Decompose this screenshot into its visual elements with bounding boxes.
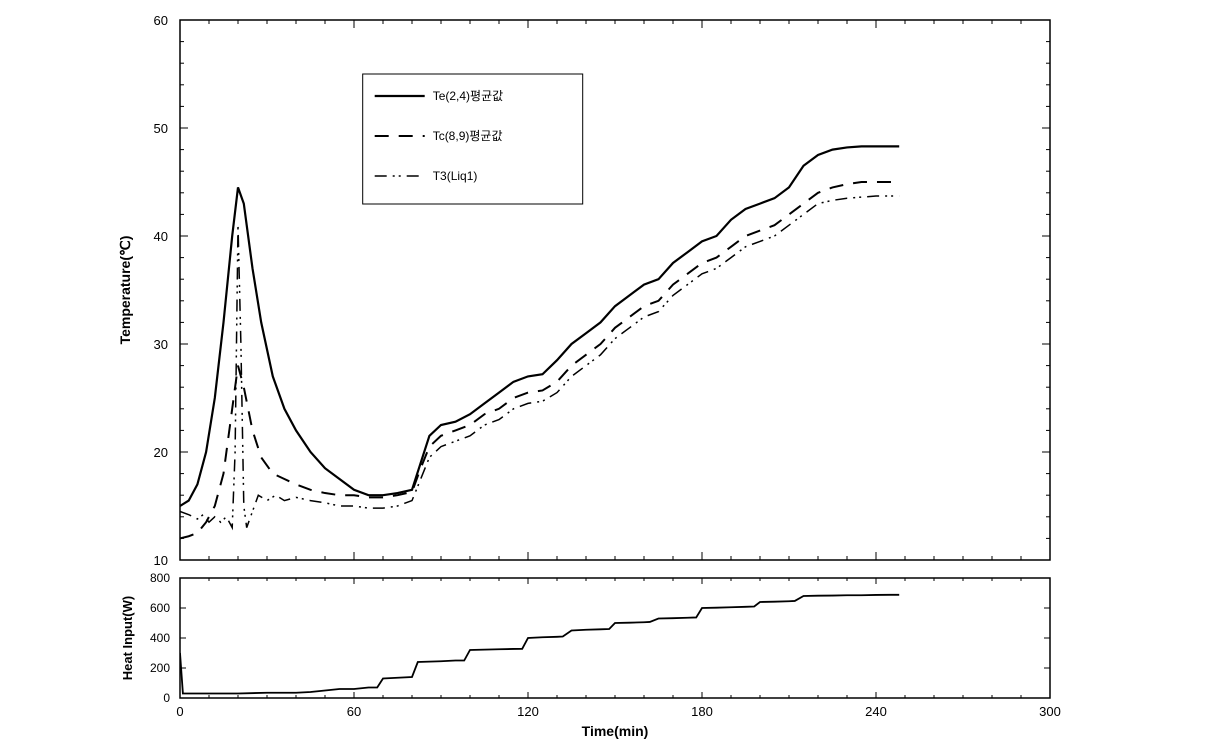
series-line-bot-0 [180, 595, 899, 694]
top-chart-border [180, 20, 1050, 560]
legend-label: Te(2,4)평균값 [433, 89, 503, 103]
ytick-bot: 0 [163, 691, 170, 705]
chart-container: 10 20 30 40 50 60 Temperature(℃) Te(2,4)평균값 Tc(8… [0, 0, 1221, 745]
legend-label: T3(Liq1) [433, 169, 478, 183]
ylabel-top: Temperature(℃) [117, 236, 133, 345]
xtick: 180 [691, 704, 713, 719]
ylabel-bottom: Heat Input(W) [120, 596, 135, 680]
ytick-bot: 400 [150, 631, 170, 645]
ytick-top: 50 [154, 121, 168, 136]
chart-svg: 10 20 30 40 50 60 Temperature(℃) Te(2,4)평균값 Tc(8… [0, 0, 1221, 745]
ytick-top: 60 [154, 13, 168, 28]
xtick: 120 [517, 704, 539, 719]
legend-label: Tc(8,9)평균값 [433, 129, 503, 143]
ytick-top: 20 [154, 445, 168, 460]
series-line-top-1 [180, 182, 899, 538]
ytick-top: 30 [154, 337, 168, 352]
ytick-top: 40 [154, 229, 168, 244]
ytick-bot: 200 [150, 661, 170, 675]
xtick: 60 [347, 704, 361, 719]
bottom-chart-border [180, 578, 1050, 698]
ytick-bot: 600 [150, 601, 170, 615]
ytick-top: 10 [154, 553, 168, 568]
ytick-bot: 800 [150, 571, 170, 585]
xlabel: Time(min) [582, 723, 649, 739]
xtick: 0 [176, 704, 183, 719]
series-line-top-2 [180, 196, 899, 528]
xtick: 300 [1039, 704, 1061, 719]
xtick: 240 [865, 704, 887, 719]
